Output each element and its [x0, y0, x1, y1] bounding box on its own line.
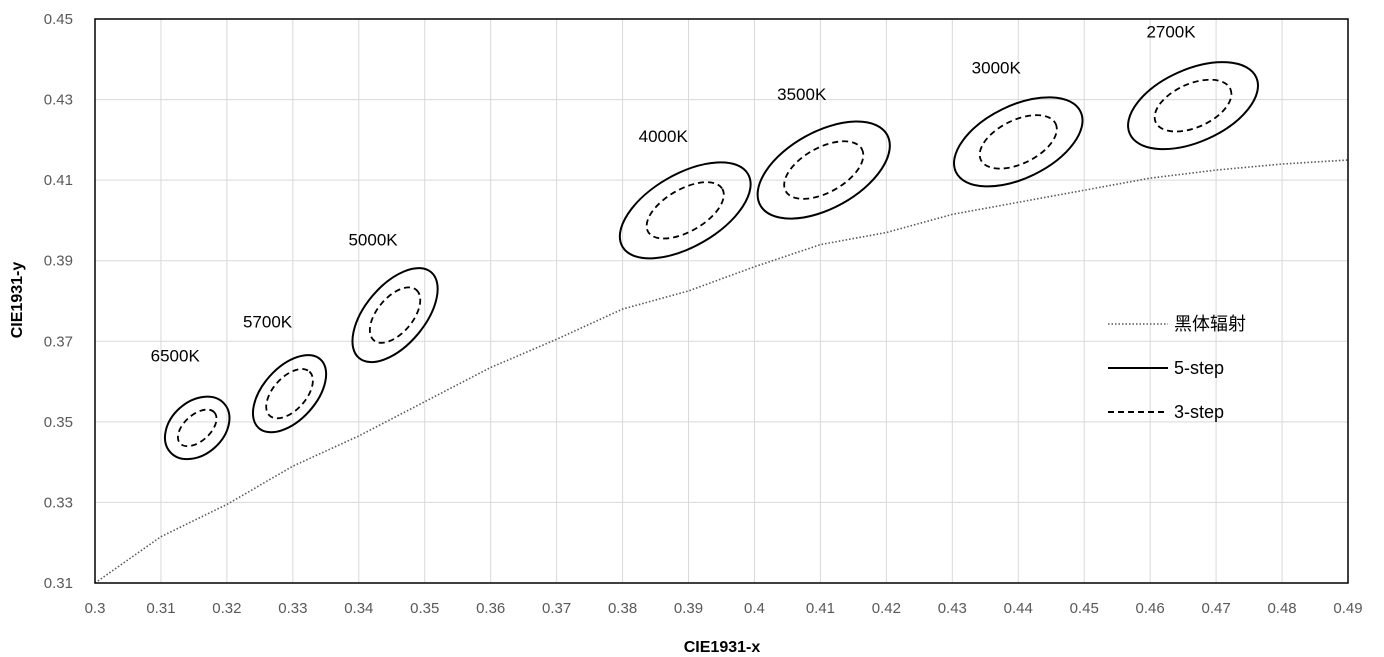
x-tick-label: 0.43	[938, 600, 967, 617]
cct-label: 5700K	[243, 312, 293, 331]
ellipse-group-6500k: 6500K	[151, 347, 231, 461]
ellipse-3-step	[978, 114, 1058, 170]
ellipse-3-step	[368, 286, 422, 344]
x-axis-title: CIE1931-x	[684, 639, 761, 656]
x-tick-label: 0.39	[674, 600, 703, 617]
ellipse-5-step	[756, 120, 891, 220]
blackbody-locus	[94, 159, 1349, 584]
x-tick-label: 0.41	[806, 600, 835, 617]
x-tick-label: 0.49	[1333, 600, 1362, 617]
legend-label: 5-step	[1174, 358, 1224, 378]
y-tick-label: 0.31	[44, 575, 73, 592]
ellipse-5-step	[953, 96, 1084, 188]
ellipse-group-5000k: 5000K	[348, 230, 439, 364]
legend-label: 3-step	[1174, 402, 1224, 422]
ellipse-3-step	[783, 140, 865, 200]
x-tick-label: 0.36	[476, 600, 505, 617]
x-tick-label: 0.37	[542, 600, 571, 617]
ellipse-group-5700k: 5700K	[243, 312, 328, 434]
ellipse-group-4000k: 4000K	[618, 127, 752, 260]
gridlines	[94, 18, 1349, 584]
tick-labels: 0.3 0.31 0.32 0.33 0.34 0.35 0.36 0.37 0.38 0.39 0…	[44, 11, 1363, 617]
x-tick-label: 0.3	[85, 600, 106, 617]
ellipse-3-step	[1153, 78, 1233, 133]
y-tick-label: 0.33	[44, 494, 73, 511]
blackbody-line	[94, 159, 1349, 584]
x-tick-label: 0.42	[872, 600, 901, 617]
x-tick-label: 0.48	[1267, 600, 1296, 617]
macadam-ellipses: 6500K 5700K 5000K 4000K 3500K 3000K 2700K	[151, 22, 1259, 461]
ellipse-5-step	[618, 161, 752, 260]
x-tick-label: 0.44	[1004, 600, 1033, 617]
x-tick-label: 0.4	[744, 600, 765, 617]
cct-label: 5000K	[348, 230, 398, 249]
ellipse-group-3500k: 3500K	[756, 85, 891, 220]
y-tick-label: 0.45	[44, 11, 73, 28]
cct-label: 3500K	[777, 85, 827, 104]
y-tick-label: 0.43	[44, 92, 73, 109]
cct-label: 3000K	[972, 59, 1022, 78]
ellipse-5-step	[251, 354, 328, 434]
ellipse-5-step	[351, 267, 439, 364]
plot-area-border	[94, 18, 1349, 584]
ellipse-5-step	[1127, 61, 1259, 151]
x-tick-label: 0.47	[1202, 600, 1231, 617]
ellipse-3-step	[645, 181, 725, 240]
cct-label: 4000K	[639, 127, 689, 146]
ellipse-5-step	[163, 395, 231, 461]
ellipse-group-3000k: 3000K	[953, 59, 1084, 188]
x-tick-label: 0.35	[410, 600, 439, 617]
x-tick-label: 0.38	[608, 600, 637, 617]
y-tick-label: 0.35	[44, 414, 73, 431]
legend: 黑体辐射 5-step 3-step	[1108, 314, 1246, 422]
y-tick-label: 0.39	[44, 253, 73, 270]
x-tick-label: 0.34	[344, 600, 373, 617]
cct-label: 6500K	[151, 347, 201, 366]
x-tick-label: 0.32	[212, 600, 241, 617]
x-tick-label: 0.33	[278, 600, 307, 617]
ellipse-3-step	[177, 408, 218, 448]
x-tick-label: 0.45	[1070, 600, 1099, 617]
y-axis-title: CIE1931-y	[9, 262, 26, 339]
cct-label: 2700K	[1146, 22, 1196, 41]
legend-label: 黑体辐射	[1174, 314, 1246, 334]
x-tick-label: 0.31	[146, 600, 175, 617]
ellipse-3-step	[265, 368, 314, 420]
ellipse-group-2700k: 2700K	[1127, 22, 1259, 151]
x-tick-label: 0.46	[1136, 600, 1165, 617]
y-tick-label: 0.41	[44, 172, 73, 189]
y-tick-label: 0.37	[44, 333, 73, 350]
